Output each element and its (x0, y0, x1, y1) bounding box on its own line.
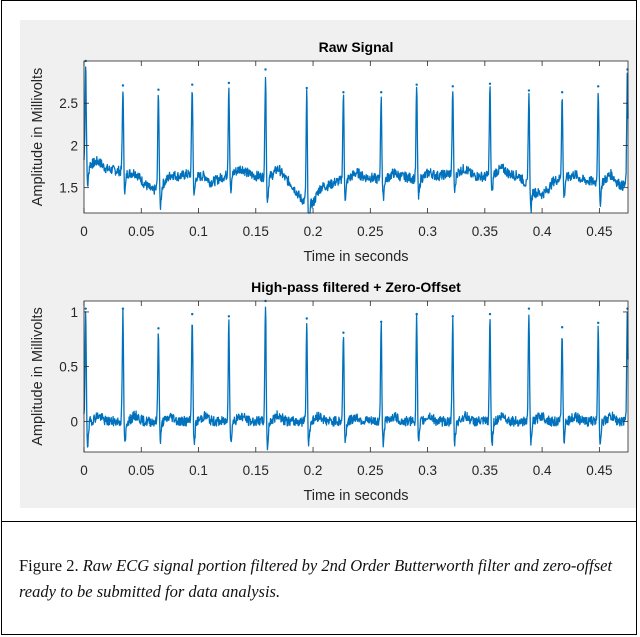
filtered-signal-beat-peak (451, 315, 454, 318)
filtered-signal-x-tick-label: 0.45 (586, 463, 612, 478)
raw-signal-x-ticks: 0 0.05 0.1 0.15 0.2 0.25 0.3 0.35 0.4 0.45 (80, 61, 613, 239)
caption-text: Raw ECG signal portion filtered by 2nd O… (19, 556, 613, 601)
filtered-signal-beat-peak (227, 315, 231, 318)
raw-signal-beat-peak (451, 85, 454, 88)
raw-signal-x-tick-label: 0.25 (357, 224, 383, 239)
filtered-signal-x-tick-label: 0.35 (472, 463, 498, 478)
filtered-signal-beat-peak (379, 320, 383, 323)
filtered-signal-series (83, 299, 629, 451)
raw-signal-title: Raw Signal (319, 39, 394, 55)
raw-signal-beat-peak (379, 91, 383, 94)
filtered-signal-y-tick-label: 0 (70, 414, 78, 429)
raw-signal-beat-peak (597, 85, 600, 88)
filtered-signal-beat-peak (560, 326, 564, 329)
filtered-signal-chart: 0 0.05 0.1 0.15 0.2 0.25 0.3 0.35 0.4 0.45 00.51 … (30, 279, 629, 504)
filtered-signal-beat-peak (305, 317, 308, 320)
raw-signal-y-tick-label: 1.5 (59, 181, 78, 196)
raw-signal-axes-background (84, 61, 628, 213)
filtered-signal-y-ticks: 00.51 (59, 305, 628, 429)
raw-signal-beat-peak (191, 83, 194, 86)
raw-signal-beat-peak (157, 88, 160, 91)
raw-signal-x-tick-label: 0.45 (586, 224, 612, 239)
caption-divider (1, 521, 637, 522)
raw-signal-beat-peak (342, 91, 345, 94)
caption-label: Figure 2. (19, 556, 79, 575)
raw-signal-beat-peak (527, 89, 531, 92)
filtered-signal-beat-peak (84, 307, 87, 310)
filtered-signal-y-tick-label: 1 (70, 305, 78, 320)
raw-signal-y-ticks: 1.5 2 2.5 (59, 96, 628, 196)
filtered-signal-x-tick-label: 0.2 (304, 463, 323, 478)
filtered-signal-y-tick-label: 0.5 (59, 360, 78, 375)
filtered-signal-beat-peak (597, 321, 600, 325)
filtered-signal-beat-peak (415, 312, 418, 316)
filtered-signal-x-tick-label: 0.25 (357, 463, 383, 478)
raw-signal-y-tick-label: 2 (70, 138, 78, 153)
filtered-signal-x-tick-label: 0 (80, 463, 88, 478)
raw-signal-x-tick-label: 0 (80, 224, 88, 239)
filtered-signal-x-axis-label: Time in seconds (303, 488, 408, 504)
filtered-signal-title: High-pass filtered + Zero-Offset (251, 279, 461, 295)
raw-signal-x-tick-label: 0.4 (533, 224, 552, 239)
raw-signal-x-tick-label: 0.3 (418, 224, 437, 239)
filtered-signal-x-tick-label: 0.3 (418, 463, 437, 478)
filtered-signal-x-tick-label: 0.05 (128, 463, 154, 478)
filtered-signal-x-tick-label: 0.4 (533, 463, 552, 478)
raw-signal-beat-peak (121, 84, 125, 87)
filtered-signal-beat-peak (488, 312, 492, 316)
filtered-signal-beat-peak (191, 312, 194, 316)
raw-signal-x-tick-label: 0.1 (189, 224, 208, 239)
filtered-signal-y-axis-label: Amplitude in Millivolts (30, 307, 46, 446)
filtered-signal-x-tick-label: 0.15 (243, 463, 269, 478)
filtered-signal-x-tick-label: 0.1 (189, 463, 208, 478)
charts-svg: 0 0.05 0.1 0.15 0.2 0.25 0.3 0.35 0.4 0.45 1.5 2 2.… (30, 39, 629, 504)
raw-signal-waveform-line (83, 66, 629, 214)
filtered-signal-beat-peak (342, 331, 345, 334)
raw-signal-beat-peak (305, 86, 308, 90)
filtered-signal-beat-peak (121, 307, 125, 310)
raw-signal-beat-peak (415, 83, 418, 86)
raw-signal-y-axis-label: Amplitude in Millivolts (30, 68, 46, 207)
raw-signal-beat-peak (488, 82, 492, 86)
filtered-signal-x-ticks: 0 0.05 0.1 0.15 0.2 0.25 0.3 0.35 0.4 0.45 (80, 301, 613, 478)
raw-signal-x-tick-label: 0.15 (243, 224, 269, 239)
filtered-signal-waveform-line (83, 306, 629, 451)
figure-caption: Figure 2. Raw ECG signal portion filtere… (19, 553, 629, 605)
raw-signal-beat-peak (264, 68, 267, 71)
raw-signal-x-tick-label: 0.35 (472, 224, 498, 239)
raw-signal-chart: 0 0.05 0.1 0.15 0.2 0.25 0.3 0.35 0.4 0.45 1.5 2 2.… (30, 39, 629, 265)
raw-signal-beat-peak (560, 91, 564, 94)
filtered-signal-axes-background (84, 301, 628, 452)
filtered-signal-axes-box (83, 300, 629, 453)
raw-signal-x-tick-label: 0.2 (304, 224, 323, 239)
filtered-signal-beat-peak (157, 327, 160, 330)
raw-signal-beat-peak (227, 81, 231, 85)
filtered-signal-beat-peak (527, 307, 531, 310)
raw-signal-x-tick-label: 0.05 (128, 224, 154, 239)
raw-signal-x-axis-label: Time in seconds (303, 249, 408, 265)
raw-signal-axes-box (83, 60, 629, 214)
raw-signal-y-tick-label: 2.5 (59, 96, 78, 111)
